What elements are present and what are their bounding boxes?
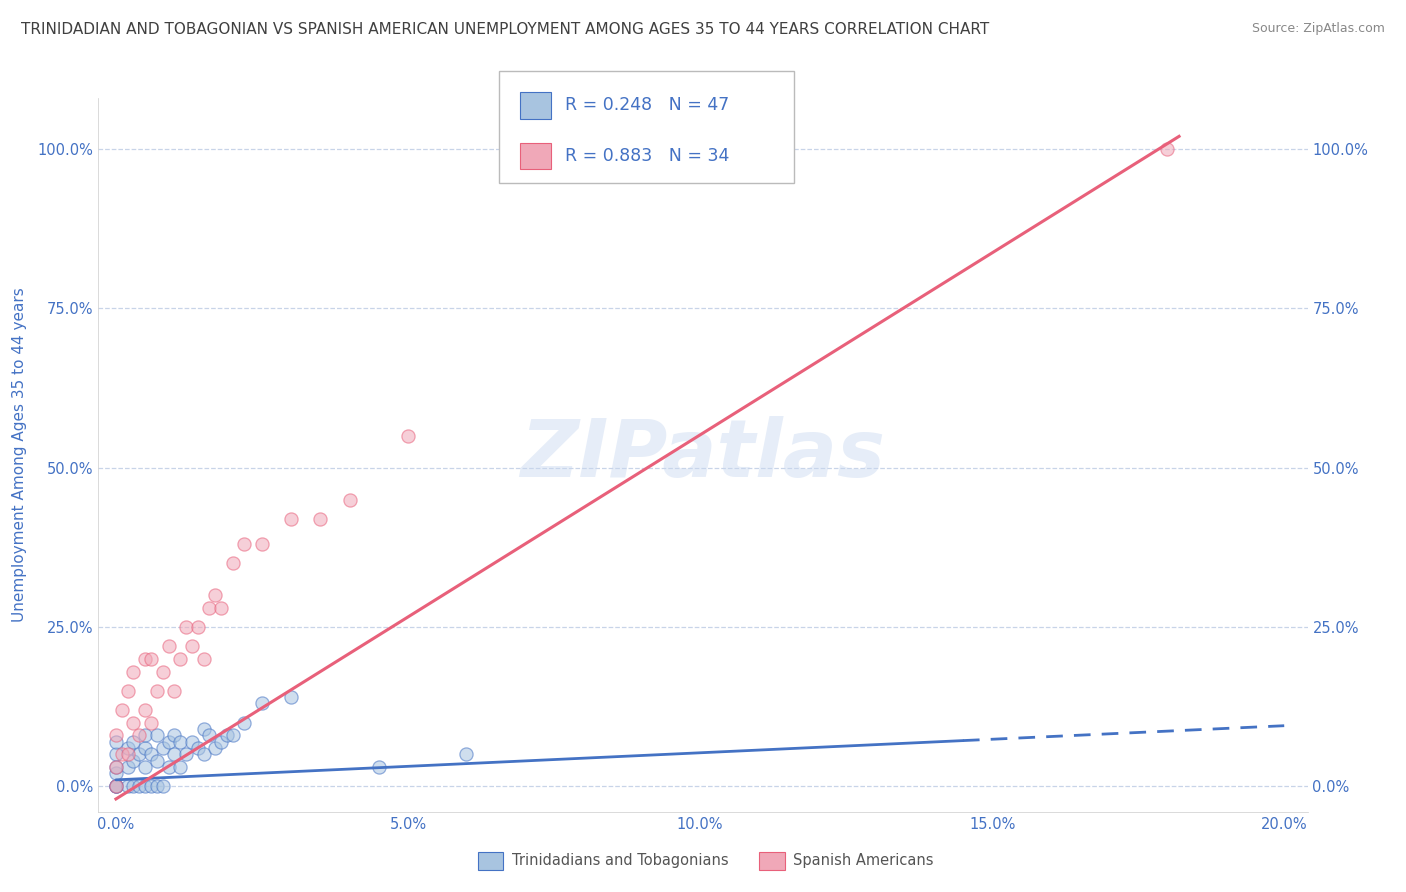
Point [187, 620, 209, 634]
Point [157, 734, 180, 748]
Point [117, 747, 139, 762]
Point [152, 779, 174, 793]
Point [209, 734, 232, 748]
Point [139, 715, 162, 730]
Text: R = 0.883   N = 34: R = 0.883 N = 34 [565, 147, 730, 165]
Point [174, 620, 197, 634]
Point [163, 728, 186, 742]
Text: Source: ZipAtlas.com: Source: ZipAtlas.com [1251, 22, 1385, 36]
Point [456, 747, 478, 762]
Point [222, 556, 245, 570]
Point [193, 652, 215, 666]
Point [117, 779, 139, 793]
Point [193, 747, 215, 762]
Text: R = 0.248   N = 47: R = 0.248 N = 47 [565, 96, 730, 114]
Point [146, 683, 169, 698]
Point [146, 779, 169, 793]
Point [198, 600, 221, 615]
Point [104, 760, 127, 774]
Point [198, 728, 221, 742]
Point [233, 715, 256, 730]
Point [146, 728, 169, 742]
Point [134, 779, 156, 793]
Point [139, 779, 162, 793]
Point [104, 779, 127, 793]
Point [157, 639, 180, 653]
Point [163, 747, 186, 762]
Point [104, 728, 127, 742]
Point [111, 703, 134, 717]
Point [117, 760, 139, 774]
Point [128, 779, 150, 793]
Point [215, 728, 238, 742]
Point [139, 652, 162, 666]
Point [174, 747, 197, 762]
Point [396, 429, 419, 443]
Point [169, 652, 191, 666]
Point [111, 747, 134, 762]
Point [104, 747, 127, 762]
Point [169, 760, 191, 774]
Point [157, 760, 180, 774]
Text: Spanish Americans: Spanish Americans [793, 854, 934, 868]
Point [134, 760, 156, 774]
Point [233, 537, 256, 551]
Point [339, 492, 361, 507]
Point [117, 683, 139, 698]
Point [204, 588, 226, 602]
Point [367, 760, 389, 774]
Point [104, 779, 127, 793]
Point [180, 639, 202, 653]
Point [280, 511, 302, 525]
Point [209, 600, 232, 615]
Point [134, 652, 156, 666]
Point [104, 760, 127, 774]
Point [134, 728, 156, 742]
Point [104, 734, 127, 748]
Point [122, 715, 145, 730]
Y-axis label: Unemployment Among Ages 35 to 44 years: Unemployment Among Ages 35 to 44 years [11, 287, 27, 623]
Point [128, 728, 150, 742]
Point [309, 511, 332, 525]
Point [139, 747, 162, 762]
Point [187, 741, 209, 756]
Point [250, 697, 273, 711]
Point [117, 741, 139, 756]
Point [134, 703, 156, 717]
Point [1156, 142, 1178, 156]
Point [152, 741, 174, 756]
Point [280, 690, 302, 704]
Point [134, 741, 156, 756]
Point [163, 683, 186, 698]
Point [122, 665, 145, 679]
Point [250, 537, 273, 551]
Point [122, 734, 145, 748]
Point [122, 779, 145, 793]
Text: TRINIDADIAN AND TOBAGONIAN VS SPANISH AMERICAN UNEMPLOYMENT AMONG AGES 35 TO 44 : TRINIDADIAN AND TOBAGONIAN VS SPANISH AM… [21, 22, 990, 37]
Point [222, 728, 245, 742]
Point [146, 754, 169, 768]
Point [169, 734, 191, 748]
Point [104, 766, 127, 780]
Point [104, 779, 127, 793]
Text: Trinidadians and Tobagonians: Trinidadians and Tobagonians [512, 854, 728, 868]
Point [104, 779, 127, 793]
Point [122, 754, 145, 768]
Point [193, 722, 215, 736]
Point [152, 665, 174, 679]
Text: ZIPatlas: ZIPatlas [520, 416, 886, 494]
Point [128, 747, 150, 762]
Point [180, 734, 202, 748]
Point [204, 741, 226, 756]
